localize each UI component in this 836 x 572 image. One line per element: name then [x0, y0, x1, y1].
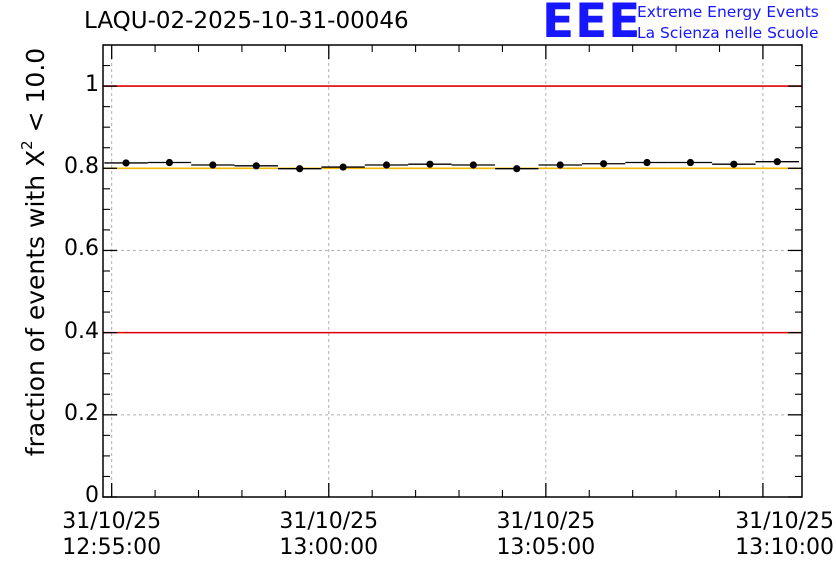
x-tick-time: 13:10:00 [735, 535, 834, 560]
x-tick-date: 31/10/25 [62, 509, 162, 534]
data-point [426, 160, 434, 168]
x-tick-date: 31/10/25 [279, 509, 379, 534]
logo-line-1: Extreme Energy Events [637, 3, 819, 21]
data-point [252, 162, 260, 170]
x-tick-time: 13:05:00 [496, 535, 596, 560]
data-point [469, 161, 477, 169]
x-tick-label: 31/10/25 13:10:00 [674, 509, 834, 561]
x-tick-label: 31/10/25 13:05:00 [466, 509, 626, 561]
x-tick-date: 31/10/25 [735, 509, 834, 534]
data-point [339, 163, 347, 171]
y-tick-label: 0 [85, 483, 99, 508]
y-tick-label: 0.4 [64, 318, 99, 344]
x-tick-date: 31/10/25 [496, 509, 596, 534]
reference-lines [103, 85, 802, 334]
y-tick-label: 0.8 [64, 154, 99, 180]
data-point [730, 160, 738, 168]
logo-line-2: La Scienza nelle Scuole [637, 24, 819, 42]
data-point [686, 158, 695, 167]
data-point [643, 158, 651, 167]
x-tick-label: 31/10/25 13:00:00 [249, 509, 409, 561]
data-point [599, 160, 608, 168]
x-tick-label: 31/10/25 12:55:00 [32, 509, 192, 561]
data-point [165, 158, 174, 167]
grid [103, 45, 802, 497]
data-point [382, 161, 391, 169]
y-tick-label: 1 [85, 72, 99, 98]
data-point [122, 159, 130, 167]
data-point [209, 161, 217, 169]
eee-logo: EEE [542, 0, 642, 49]
data-point [773, 158, 781, 166]
x-tick-time: 13:00:00 [279, 535, 379, 560]
data-point [296, 165, 304, 173]
y-tick-label: 0.6 [64, 236, 99, 262]
data-point [556, 161, 564, 169]
y-tick-label: 0.2 [64, 400, 99, 426]
data-point [513, 165, 521, 173]
axis-ticks [103, 44, 802, 498]
data-series [104, 158, 799, 173]
x-tick-time: 12:55:00 [62, 535, 162, 560]
chart-title: LAQU-02-2025-10-31-00046 [84, 8, 409, 34]
plot-frame [102, 44, 803, 498]
